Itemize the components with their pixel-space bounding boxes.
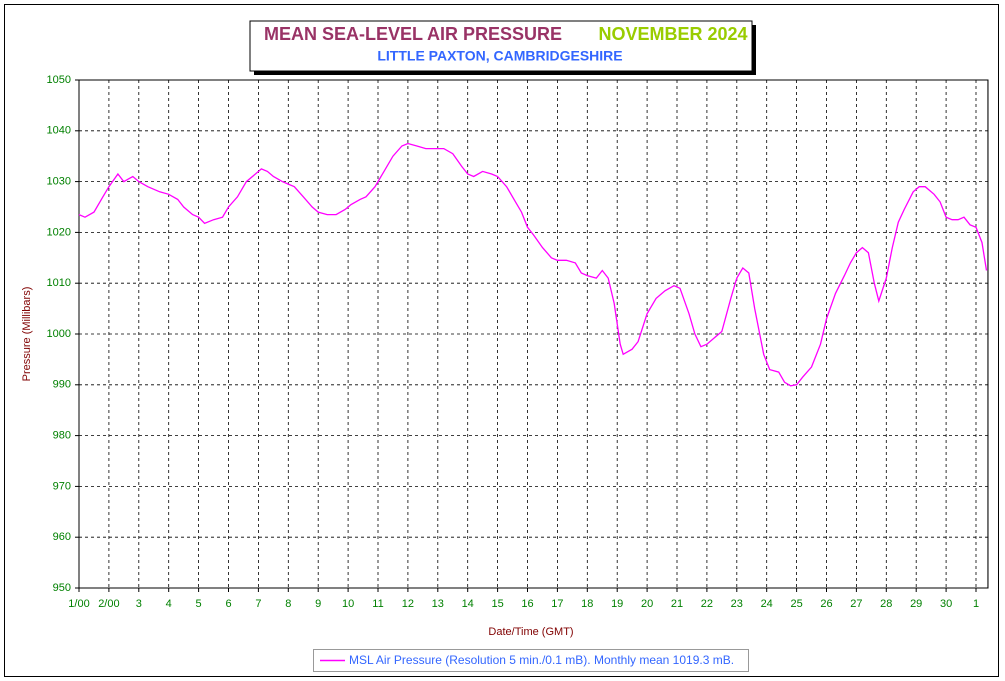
x-tick-label: 5 [196,598,202,610]
title-box [249,20,753,72]
x-tick-label: 27 [850,598,862,610]
chart-title-period: NOVEMBER 2024 [598,24,747,44]
legend-label: MSL Air Pressure (Resolution 5 min./0.1 … [349,653,734,667]
x-tick-label: 3 [136,598,142,610]
x-tick-label: 24 [761,598,773,610]
x-tick-label: 15 [491,598,503,610]
x-tick-label: 1 [973,598,979,610]
x-tick-label: 26 [820,598,832,610]
y-tick-label: 1020 [47,226,71,238]
chart-subtitle: LITTLE PAXTON, CAMBRIDGESHIRE [377,48,622,64]
y-tick-label: 1010 [47,277,71,289]
y-tick-label: 990 [53,379,71,391]
x-tick-label: 16 [521,598,533,610]
x-tick-label: 10 [342,598,354,610]
x-tick-label: 20 [641,598,653,610]
chart-title: MEAN SEA-LEVEL AIR PRESSURE [264,24,562,44]
y-tick-label: 950 [53,582,71,594]
x-tick-label: 1/00 [68,598,89,610]
y-axis-label: Pressure (Millibars) [21,287,33,382]
y-tick-label: 970 [53,480,71,492]
y-tick-label: 1050 [47,74,71,86]
x-tick-label: 18 [581,598,593,610]
x-tick-label: 2/00 [98,598,119,610]
x-tick-label: 11 [372,598,383,610]
pressure-line [78,142,988,387]
legend [313,649,749,672]
x-tick-label: 8 [285,598,291,610]
y-tick-label: 1000 [47,328,71,340]
x-tick-label: 13 [432,598,444,610]
x-tick-label: 21 [671,598,683,610]
x-tick-label: 7 [255,598,261,610]
x-tick-label: 23 [731,598,743,610]
x-tick-label: 12 [402,598,414,610]
y-tick-label: 960 [53,531,71,543]
x-axis-label: Date/Time (GMT) [488,626,573,638]
y-tick-label: 1030 [47,176,71,188]
x-tick-label: 17 [551,598,563,610]
x-tick-label: 25 [790,598,802,610]
plot-area [78,79,989,589]
y-tick-label: 1040 [47,125,71,137]
x-tick-label: 22 [701,598,713,610]
x-tick-label: 4 [166,598,172,610]
y-tick-label: 980 [53,430,71,442]
plot-border [78,79,989,589]
x-tick-label: 9 [315,598,321,610]
x-tick-label: 14 [462,598,474,610]
x-tick-label: 29 [910,598,922,610]
x-tick-label: 6 [225,598,231,610]
x-tick-label: 28 [880,598,892,610]
x-tick-label: 19 [611,598,623,610]
x-tick-label: 30 [940,598,952,610]
